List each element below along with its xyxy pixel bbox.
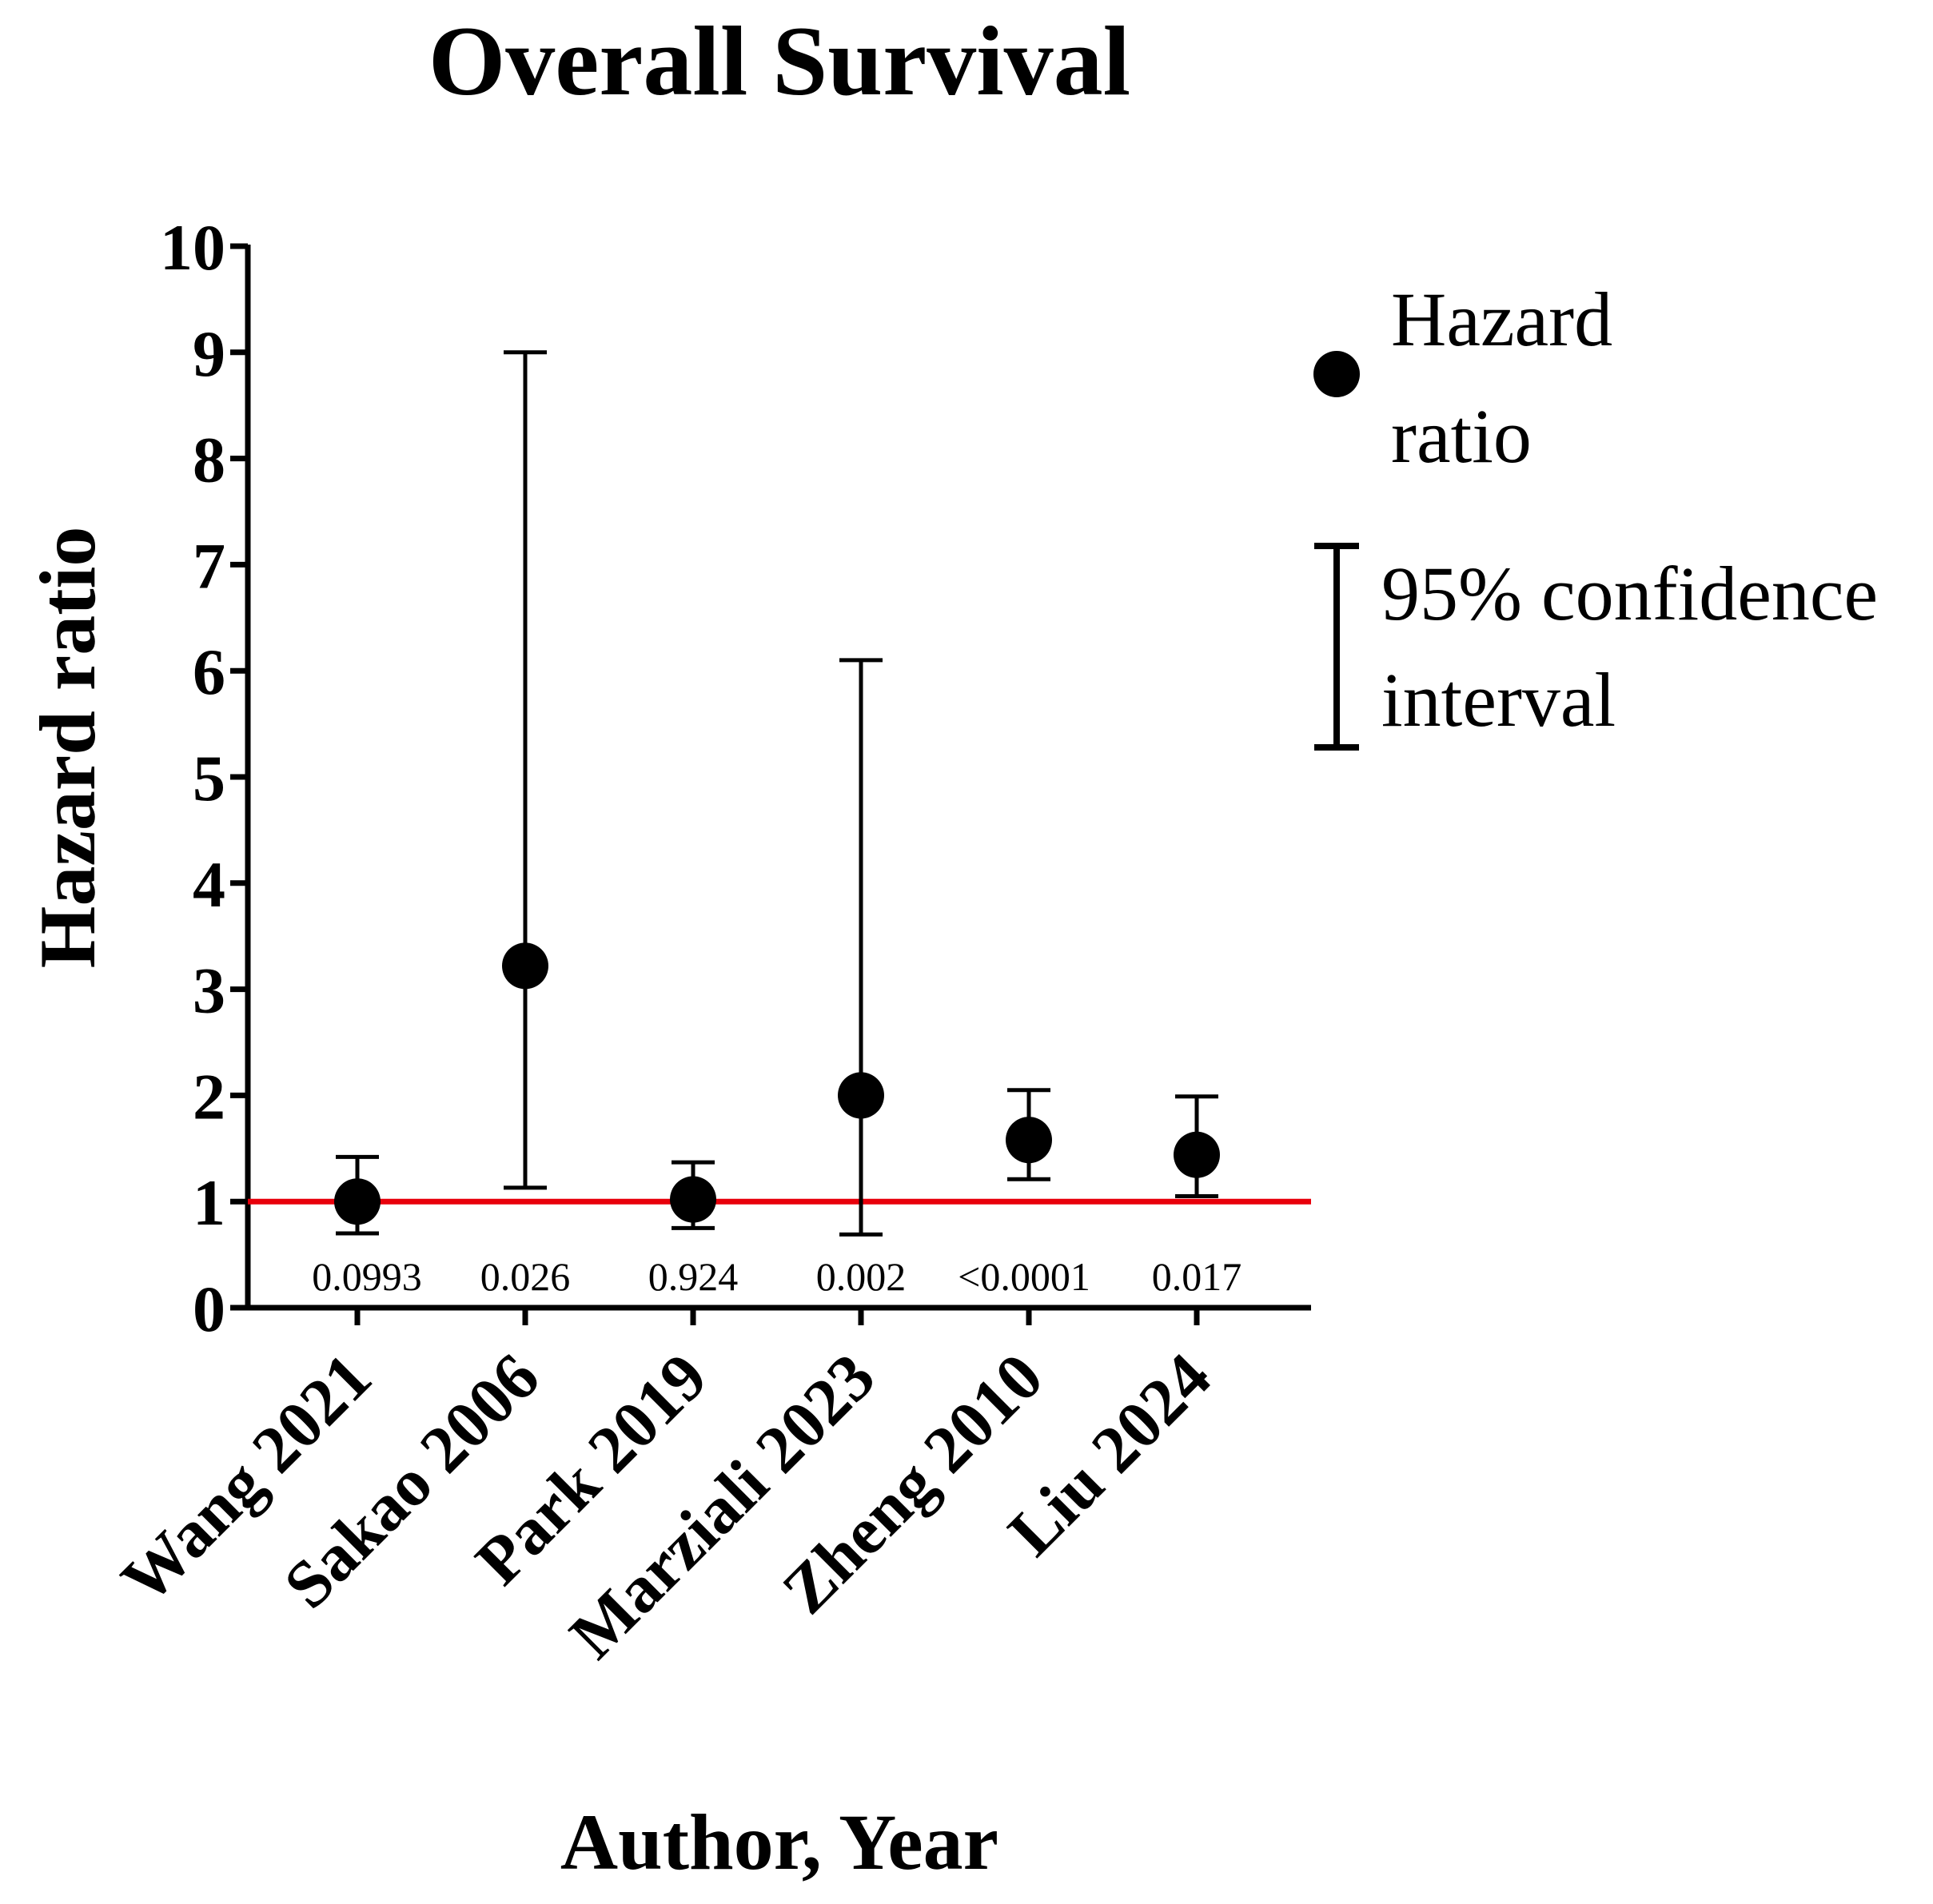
legend: Hazard ratio 95% confidence interval	[1313, 277, 1878, 751]
p-value-label: 0.017	[1152, 1254, 1242, 1299]
hazard-ratio-point	[502, 942, 548, 990]
y-tick-label: 1	[193, 1166, 225, 1239]
y-axis-label: Hazard ratio	[23, 527, 112, 969]
legend-errorbar-label-line1: 95% confidence	[1381, 551, 1878, 636]
p-value-group: 0.0993 0.026 0.924 0.002 <0.0001 0.017	[312, 1254, 1242, 1299]
p-value-label: 0.0993	[312, 1254, 422, 1299]
hazard-ratio-point	[1174, 1131, 1220, 1178]
y-tick-label: 9	[193, 317, 225, 390]
y-tick-label: 2	[193, 1060, 225, 1133]
legend-errorbar-label-line2: interval	[1381, 657, 1616, 743]
y-tick-label: 3	[193, 954, 225, 1027]
p-value-label: 0.002	[816, 1254, 907, 1299]
chart-title: Overall Survival	[428, 6, 1130, 116]
y-tick-label: 4	[193, 848, 225, 921]
y-tick-label: 7	[193, 529, 225, 602]
legend-marker-label-line1: Hazard	[1391, 277, 1612, 362]
hazard-ratio-point	[838, 1072, 884, 1119]
y-tick-label: 8	[193, 424, 225, 496]
p-value-label: <0.0001	[958, 1254, 1090, 1299]
legend-marker-icon	[1313, 351, 1360, 397]
y-tick-label: 6	[193, 635, 225, 708]
hazard-ratio-point	[670, 1176, 716, 1223]
y-tick-label: 5	[193, 742, 225, 815]
y-tick-label: 0	[193, 1273, 225, 1345]
y-tick-label: 10	[160, 211, 225, 284]
p-value-label: 0.924	[648, 1254, 739, 1299]
hazard-ratio-point	[1006, 1117, 1052, 1164]
marks-group	[334, 350, 1220, 1237]
p-value-label: 0.026	[480, 1254, 571, 1299]
y-axis: 0 1 2 3 4 5 6 7 8 9 10	[160, 211, 251, 1345]
legend-marker-label-line2: ratio	[1391, 393, 1532, 479]
x-axis-label: Author, Year	[560, 1798, 998, 1886]
hazard-ratio-point	[334, 1178, 381, 1225]
